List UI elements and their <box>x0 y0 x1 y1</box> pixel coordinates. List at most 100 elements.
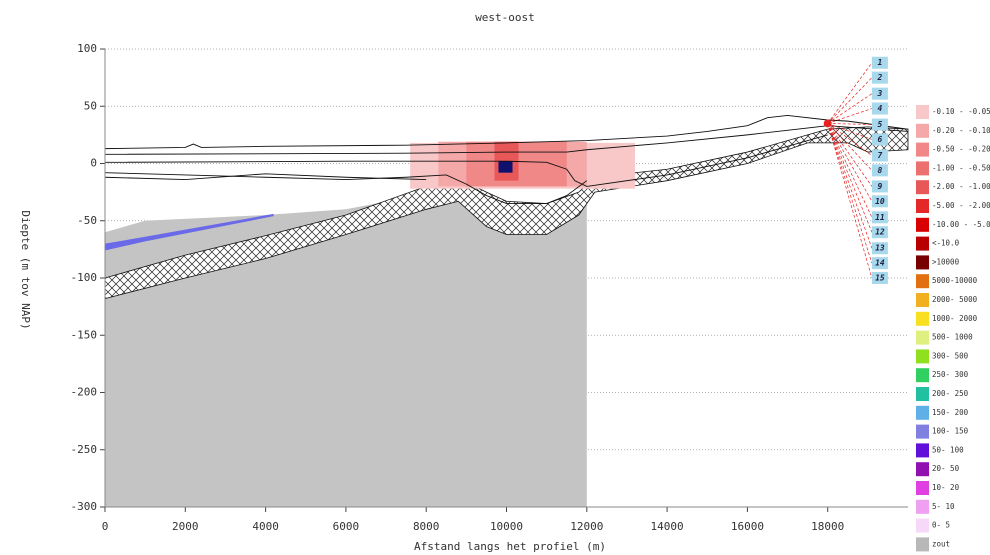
filter-label: 9 <box>877 182 882 191</box>
x-tick-label: 10000 <box>490 520 523 533</box>
legend-swatch <box>916 293 929 307</box>
y-tick-label: 50 <box>84 99 97 112</box>
legend-label: 5000-10000 <box>932 276 978 285</box>
x-tick-label: 0 <box>102 520 109 533</box>
legend-label: 300- 500 <box>932 351 969 360</box>
filter-ray <box>827 62 873 124</box>
legend-label: -2.00 - -1.00 <box>932 182 990 191</box>
filter-label: 2 <box>876 73 882 82</box>
legend-swatch <box>916 330 929 345</box>
legend-label: -0.20 - -0.10 <box>932 126 990 135</box>
filter-ray <box>827 123 873 233</box>
legend-label: 20- 50 <box>932 464 960 473</box>
x-tick-label: 16000 <box>731 520 764 533</box>
filter-ray <box>827 123 873 156</box>
layer-line <box>104 125 909 155</box>
filter-box <box>871 133 888 146</box>
filter-label: 11 <box>875 213 885 222</box>
y-tick-label: 100 <box>77 42 97 55</box>
legend-label: 1000- 2000 <box>932 314 978 323</box>
legend-label: <-10.0 <box>932 239 960 248</box>
filter-box <box>871 118 888 131</box>
filter-label: 6 <box>877 135 882 144</box>
filter-ray <box>827 108 873 124</box>
legend-label: 10- 20 <box>932 483 960 492</box>
x-tick-label: 12000 <box>570 520 603 533</box>
y-tick-label: -200 <box>71 386 98 399</box>
filter-box <box>871 87 888 100</box>
x-tick-label: 18000 <box>811 520 844 533</box>
y-tick-label: 0 <box>90 157 97 170</box>
legend-swatch <box>916 443 929 458</box>
legend-label: >10000 <box>932 257 960 266</box>
y-tick-label: -100 <box>71 271 98 284</box>
chart-title: west-oost <box>475 11 535 24</box>
x-axis-label: Afstand langs het profiel (m) <box>414 540 606 553</box>
filter-ray <box>827 123 873 249</box>
x-tick-label: 14000 <box>651 520 684 533</box>
filter-label: 7 <box>877 151 882 160</box>
filter-box <box>871 195 888 208</box>
legend-swatch <box>916 499 929 514</box>
legend-swatch <box>916 255 929 270</box>
legend-swatch <box>916 311 929 326</box>
legend-label: 50- 100 <box>932 445 964 454</box>
legend-label: 150- 200 <box>932 408 969 417</box>
filter-ray <box>827 123 872 125</box>
filter-ray <box>827 123 873 140</box>
legend-label: -0.50 - -0.20 <box>932 145 990 154</box>
filter-label: 8 <box>877 166 882 175</box>
legend-label: -1.00 - -0.50 <box>932 163 990 172</box>
legend-swatch <box>916 424 929 439</box>
legend-label: 5- 10 <box>932 502 955 511</box>
legend-swatch <box>916 518 929 533</box>
filter-box <box>871 180 888 193</box>
y-tick-label: -50 <box>77 214 97 227</box>
y-tick-label: -300 <box>71 500 98 513</box>
legend-label: 500- 1000 <box>932 333 973 342</box>
x-tick-label: 2000 <box>172 520 199 533</box>
filter-label: 10 <box>875 197 885 206</box>
layer-line <box>104 114 909 150</box>
x-tick-label: 4000 <box>252 520 279 533</box>
y-axis-label: Diepte (m tov NAP) <box>19 210 32 329</box>
legend-swatch <box>916 537 929 552</box>
filter-ray <box>827 123 873 187</box>
filter-label: 4 <box>877 104 882 113</box>
layer-line <box>104 134 828 187</box>
y-tick-label: -250 <box>71 443 98 456</box>
legend-swatch <box>916 217 929 232</box>
filter-box <box>871 211 888 224</box>
legend-label: -10.00 - -5.00 <box>932 220 990 229</box>
filter-ray <box>827 123 873 218</box>
legend-swatch <box>916 105 929 119</box>
filter-label: 1 <box>877 58 882 67</box>
legend-swatch <box>916 142 929 157</box>
layer-line <box>104 172 588 205</box>
filter-box <box>871 149 888 162</box>
legend-swatch <box>916 161 929 176</box>
legend-label: -0.10 - -0.05 <box>932 107 990 116</box>
legend-label: zout <box>932 539 950 548</box>
legend-label: -5.00 - -2.00 <box>932 201 990 210</box>
legend-label: 2000- 5000 <box>932 295 978 304</box>
filter-ray <box>827 123 873 279</box>
filter-label: 5 <box>877 120 882 129</box>
well <box>823 119 832 128</box>
filter-box <box>871 226 888 239</box>
legend-label: 250- 300 <box>932 370 969 379</box>
legend-swatch <box>916 123 929 138</box>
filter-box <box>871 71 888 84</box>
legend-swatch <box>916 481 929 495</box>
filter-box <box>871 56 888 69</box>
legend-swatch <box>916 368 929 383</box>
filter-ray <box>827 123 873 264</box>
layer-line <box>104 173 427 180</box>
filter-label: 14 <box>875 259 885 268</box>
legend-swatch <box>916 405 929 420</box>
x-tick-label: 6000 <box>333 520 360 533</box>
x-tick-label: 8000 <box>413 520 440 533</box>
filter-box <box>871 242 888 255</box>
filter-label: 13 <box>875 244 885 253</box>
